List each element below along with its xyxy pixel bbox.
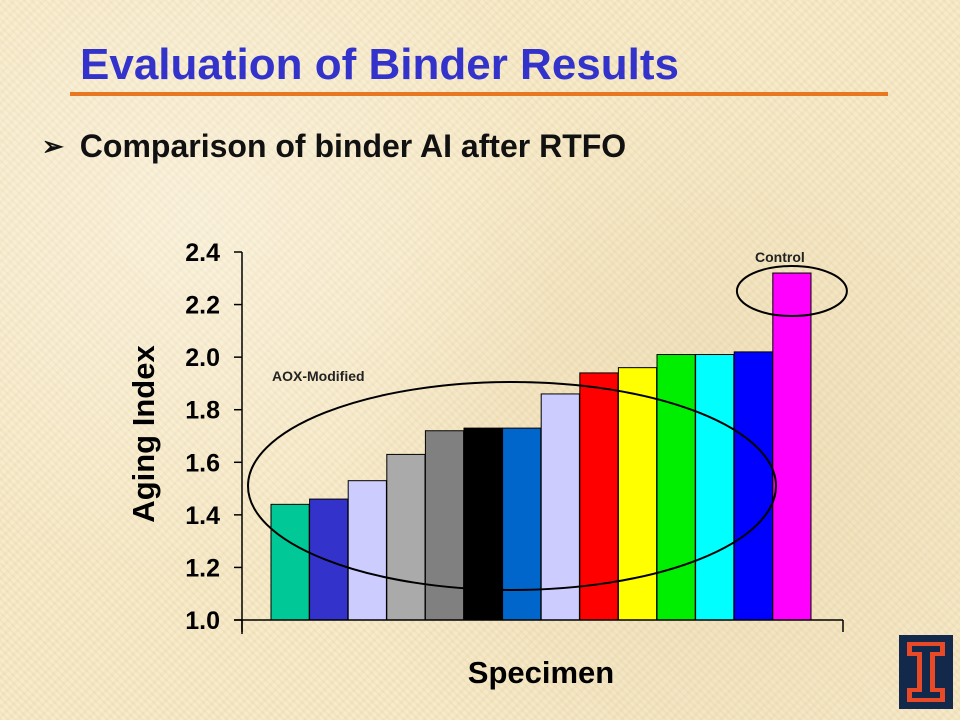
control-label: Control: [755, 249, 805, 265]
bar: [772, 272, 812, 621]
x-axis-title: Specimen: [468, 655, 614, 690]
aox-modified-ellipse: [247, 381, 777, 591]
bar: [309, 498, 349, 621]
y-tick-label: 2.4: [185, 239, 220, 267]
university-block-i-logo: [899, 635, 953, 709]
y-tick-label: 1.8: [185, 397, 220, 425]
y-tick-label: 1.0: [185, 607, 220, 635]
y-tick-label: 1.4: [185, 502, 220, 530]
control-ellipse: [735, 265, 848, 317]
y-tick-label: 2.0: [185, 344, 220, 372]
y-tick-label: 1.2: [185, 554, 220, 582]
bar: [540, 393, 580, 621]
y-axis-ticks: 1.0 1.2 1.4 1.6 1.8 2.0 2.2 2.4: [185, 239, 242, 635]
bar: [386, 453, 426, 621]
y-axis-title: Aging Index: [126, 345, 161, 523]
slide-title: Evaluation of Binder Results: [80, 40, 679, 89]
bar: [347, 480, 387, 621]
y-tick-label: 1.6: [185, 449, 220, 477]
bar: [424, 430, 465, 621]
bullet-text: Comparison of binder AI after RTFO: [79, 128, 627, 164]
logo-i-inner: [912, 646, 940, 698]
title-underline: [70, 92, 888, 96]
bar: [502, 427, 542, 621]
bar: [695, 354, 735, 621]
bar: [656, 354, 696, 621]
x-axis-ticks: [241, 620, 844, 632]
y-tick-label: 2.2: [185, 292, 220, 320]
bar: [463, 427, 503, 621]
aox-modified-label: AOX-Modified: [272, 368, 365, 384]
bar: [617, 367, 658, 621]
bullet-point: ➢ Comparison of binder AI after RTFO: [42, 128, 626, 165]
arrow-bullet-icon: ➢: [42, 131, 64, 161]
bar: [270, 503, 310, 621]
bar: [733, 351, 773, 621]
